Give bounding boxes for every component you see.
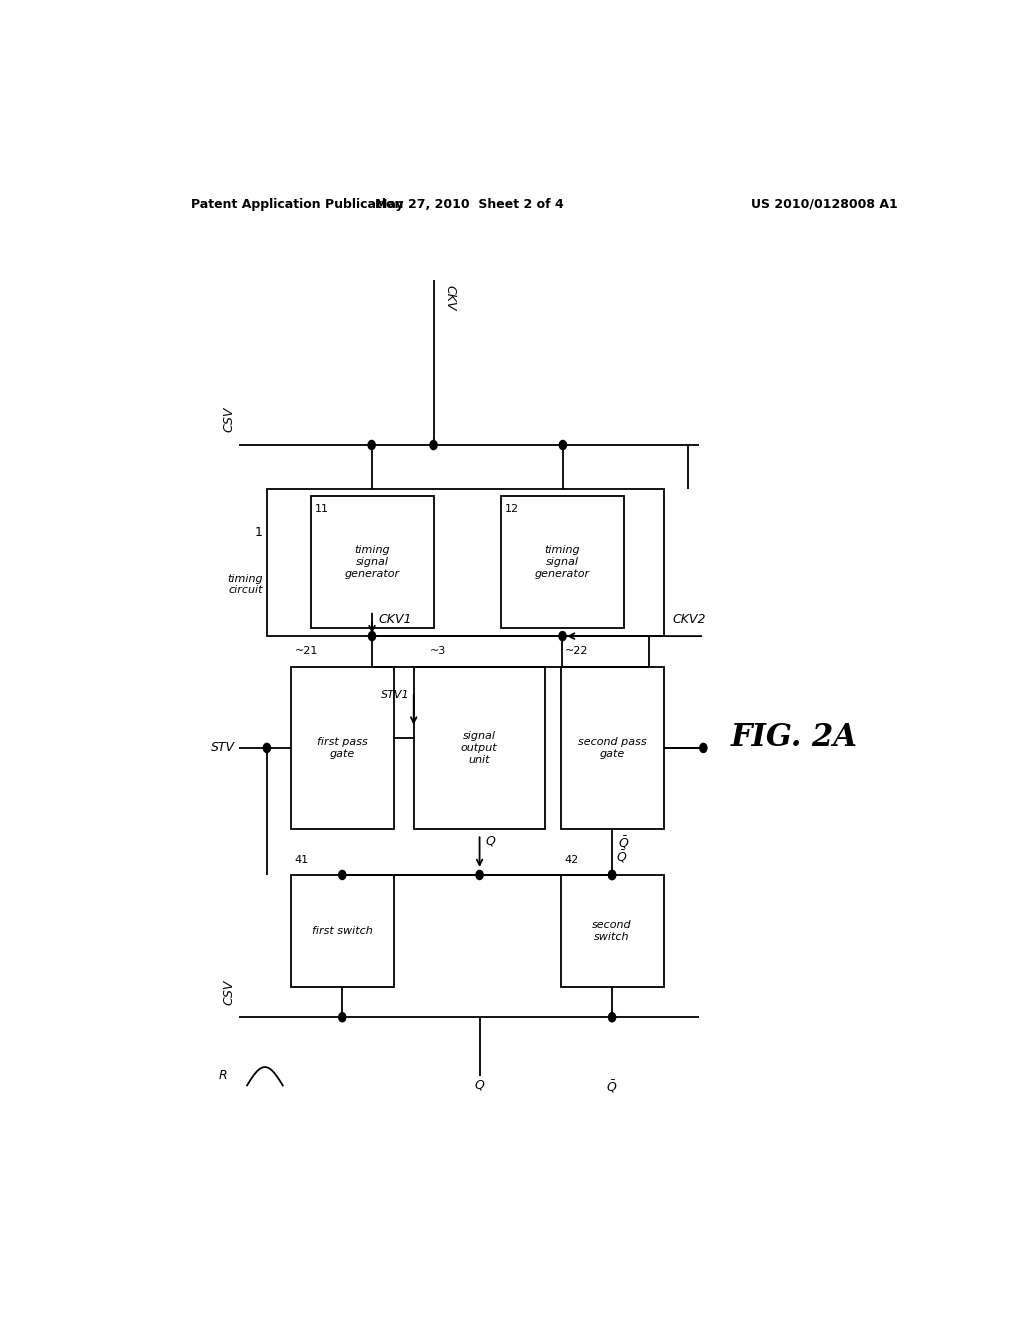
- Text: CKV1: CKV1: [379, 612, 412, 626]
- FancyBboxPatch shape: [291, 875, 394, 987]
- Circle shape: [263, 743, 270, 752]
- Text: 12: 12: [505, 504, 519, 513]
- Text: May 27, 2010  Sheet 2 of 4: May 27, 2010 Sheet 2 of 4: [375, 198, 563, 211]
- Circle shape: [559, 631, 566, 640]
- Text: CKV2: CKV2: [673, 612, 706, 626]
- Circle shape: [339, 1012, 346, 1022]
- FancyBboxPatch shape: [501, 496, 624, 628]
- Text: $\bar{Q}$: $\bar{Q}$: [618, 834, 630, 851]
- Text: STV: STV: [211, 742, 236, 755]
- Text: timing
signal
generator: timing signal generator: [535, 545, 590, 578]
- Circle shape: [608, 1012, 615, 1022]
- Text: 11: 11: [314, 504, 329, 513]
- Text: 42: 42: [564, 855, 579, 865]
- Text: timing
circuit: timing circuit: [227, 574, 263, 595]
- Text: $\bar{Q}$: $\bar{Q}$: [606, 1078, 617, 1094]
- Circle shape: [430, 441, 437, 450]
- Text: signal
output
unit: signal output unit: [461, 731, 498, 764]
- Circle shape: [476, 870, 483, 879]
- Text: ~22: ~22: [564, 647, 588, 656]
- Text: US 2010/0128008 A1: US 2010/0128008 A1: [751, 198, 898, 211]
- Text: Q: Q: [486, 834, 496, 847]
- FancyBboxPatch shape: [310, 496, 433, 628]
- Text: first pass
gate: first pass gate: [316, 737, 368, 759]
- Text: second
switch: second switch: [592, 920, 632, 941]
- FancyBboxPatch shape: [291, 667, 394, 829]
- Text: FIG. 2A: FIG. 2A: [731, 722, 858, 754]
- Text: Q: Q: [475, 1078, 484, 1092]
- Circle shape: [608, 870, 615, 879]
- FancyBboxPatch shape: [267, 488, 664, 636]
- Text: 1: 1: [255, 527, 263, 540]
- Text: Patent Application Publication: Patent Application Publication: [191, 198, 403, 211]
- Text: $\bar{Q}$: $\bar{Q}$: [616, 849, 628, 865]
- FancyBboxPatch shape: [560, 667, 664, 829]
- Text: timing
signal
generator: timing signal generator: [344, 545, 399, 578]
- Text: CSV: CSV: [222, 407, 236, 433]
- Circle shape: [369, 631, 376, 640]
- Text: ~3: ~3: [430, 647, 445, 656]
- Text: first switch: first switch: [312, 925, 373, 936]
- Text: 41: 41: [295, 855, 309, 865]
- Text: second pass
gate: second pass gate: [578, 737, 646, 759]
- Text: ~21: ~21: [295, 647, 318, 656]
- Circle shape: [608, 870, 615, 879]
- FancyBboxPatch shape: [560, 875, 664, 987]
- Text: R: R: [218, 1069, 227, 1081]
- Text: STV1: STV1: [381, 690, 410, 700]
- Text: CKV: CKV: [443, 285, 456, 312]
- Text: CSV: CSV: [222, 979, 236, 1005]
- Circle shape: [559, 441, 566, 450]
- Circle shape: [339, 870, 346, 879]
- FancyBboxPatch shape: [414, 667, 545, 829]
- Circle shape: [699, 743, 707, 752]
- Circle shape: [368, 441, 375, 450]
